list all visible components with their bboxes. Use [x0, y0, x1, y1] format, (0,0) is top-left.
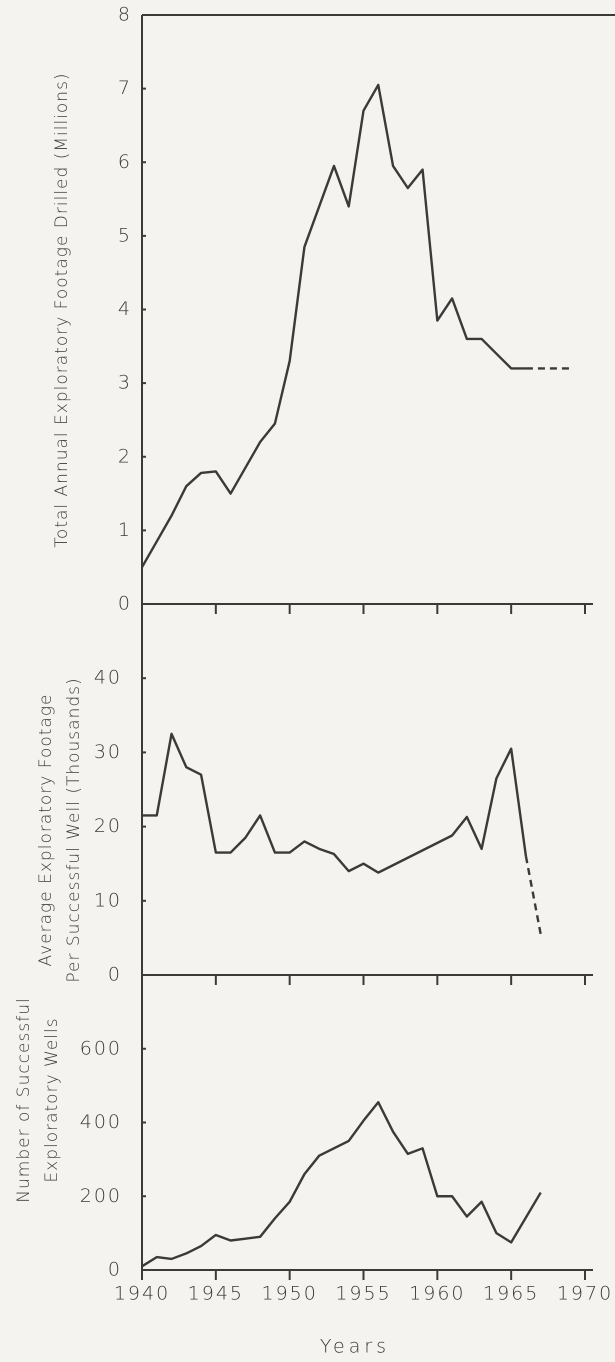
- data-line: [140, 83, 526, 568]
- x-tick-label: 1970: [557, 1283, 613, 1305]
- data-line: [141, 1101, 542, 1268]
- data-line: [142, 732, 528, 874]
- y-tick-label: 400: [80, 1111, 122, 1133]
- y-tick-label: 20: [94, 815, 122, 837]
- y-tick-label: 0: [108, 964, 122, 986]
- y-tick-label: 2: [118, 445, 132, 467]
- y-tick-label: 0: [118, 593, 132, 615]
- x-tick-label: 1965: [483, 1283, 539, 1305]
- x-tick-label: 1955: [335, 1283, 391, 1305]
- y-tick-label: 3: [118, 372, 132, 394]
- y-tick-label: 4: [118, 298, 132, 320]
- y-tick-label: 1: [118, 519, 132, 541]
- y-tick-label: 600: [80, 1037, 122, 1059]
- y-tick-label: 5: [118, 224, 132, 246]
- y-tick-label: 40: [94, 667, 122, 689]
- y-tick-label: 7: [118, 77, 132, 99]
- x-axis-title: Years: [320, 1336, 390, 1358]
- x-tick-label: 1940: [114, 1283, 170, 1305]
- y-axis-title: Exploratory Wells: [42, 1017, 62, 1182]
- x-tick-label: 1950: [261, 1283, 317, 1305]
- data-line: [524, 856, 542, 935]
- y-tick-label: 10: [94, 889, 122, 911]
- y-tick-label: 30: [94, 741, 122, 763]
- y-tick-label: 0: [108, 1259, 122, 1281]
- y-tick-label: 6: [118, 151, 132, 173]
- y-axis-title: Total Annual Exploratory Footage Drilled…: [52, 72, 72, 547]
- y-tick-label: 200: [80, 1185, 122, 1207]
- y-axis-title: Average Exploratory Footage: [36, 694, 56, 967]
- x-tick-label: 1945: [188, 1283, 244, 1305]
- y-axis-title: Number of Successful: [14, 997, 34, 1202]
- y-tick-label: 8: [118, 4, 132, 26]
- x-tick-label: 1960: [409, 1283, 465, 1305]
- y-axis-title: Per Successful Well (Thousands): [64, 677, 84, 982]
